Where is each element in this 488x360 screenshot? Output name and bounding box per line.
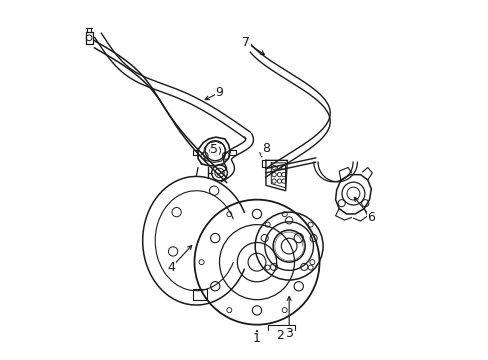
- Text: 4: 4: [167, 261, 175, 274]
- Text: 3: 3: [285, 327, 292, 340]
- Text: 8: 8: [262, 142, 269, 155]
- Text: 1: 1: [253, 333, 261, 346]
- Text: 5: 5: [210, 143, 218, 156]
- Text: 2: 2: [276, 329, 284, 342]
- Text: 9: 9: [215, 86, 223, 99]
- Text: 7: 7: [242, 36, 250, 49]
- Text: 6: 6: [366, 211, 374, 224]
